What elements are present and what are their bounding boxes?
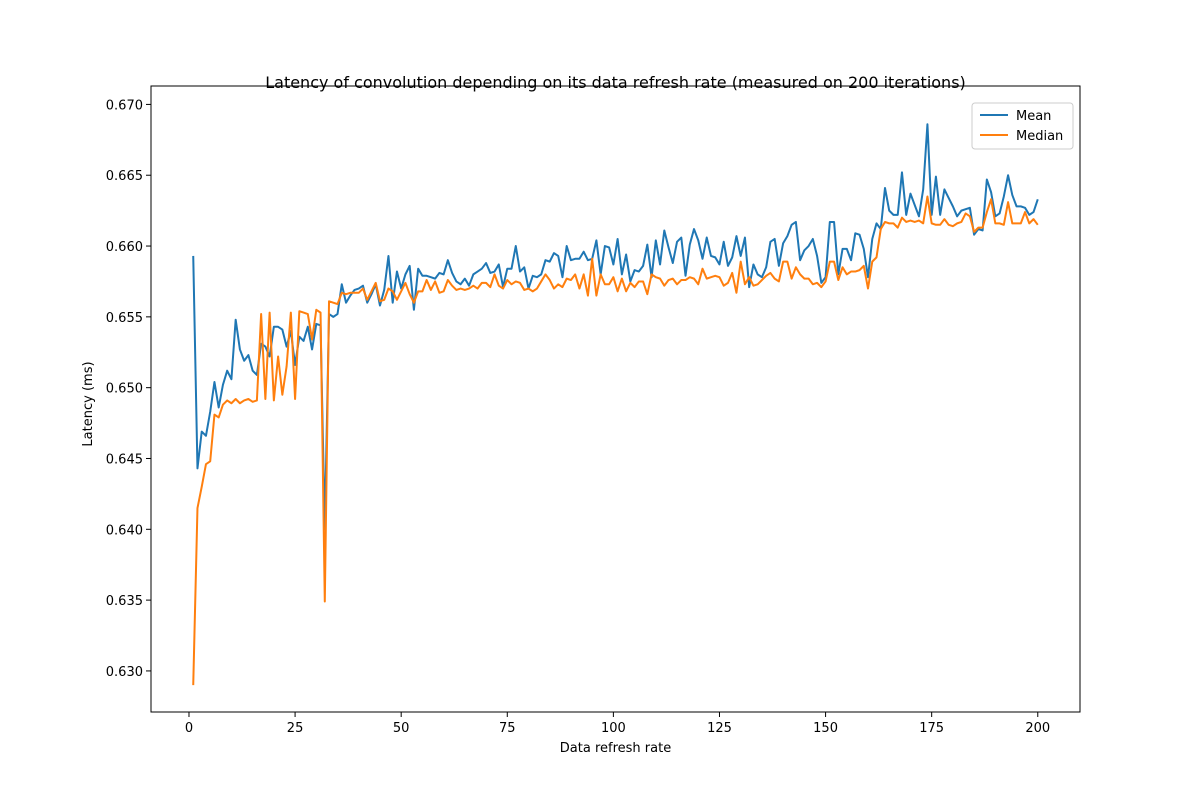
series-line-mean (192, 123, 1039, 531)
x-tick-label: 175 (919, 721, 944, 736)
y-tick-label: 0.650 (106, 382, 143, 397)
series-line-median (192, 195, 1039, 686)
x-tick-label: 125 (707, 721, 732, 736)
x-tick-label: 150 (813, 721, 838, 736)
x-tick-label: 50 (393, 721, 410, 736)
x-tick-label: 0 (185, 721, 193, 736)
y-tick-label: 0.630 (106, 665, 143, 680)
y-axis-label: Latency (ms) (81, 361, 96, 446)
plot-frame (150, 85, 1081, 713)
x-axis-label: Data refresh rate (560, 741, 671, 756)
x-tick-label: 100 (601, 721, 626, 736)
x-tick-label: 75 (499, 721, 516, 736)
legend-label-mean: Mean (1016, 109, 1051, 124)
y-tick-label: 0.670 (106, 98, 143, 113)
legend: Mean Median (971, 102, 1074, 150)
x-tick-label: 25 (287, 721, 304, 736)
y-tick-label: 0.665 (106, 169, 143, 184)
y-tick-label: 0.660 (106, 240, 143, 255)
y-tick-label: 0.645 (106, 452, 143, 467)
chart-title: Latency of convolution depending on its … (265, 73, 966, 92)
y-tick-label: 0.640 (106, 523, 143, 538)
y-tick-label: 0.655 (106, 311, 143, 326)
legend-label-median: Median (1016, 129, 1063, 144)
y-tick-label: 0.635 (106, 594, 143, 609)
x-tick-label: 200 (1025, 721, 1050, 736)
